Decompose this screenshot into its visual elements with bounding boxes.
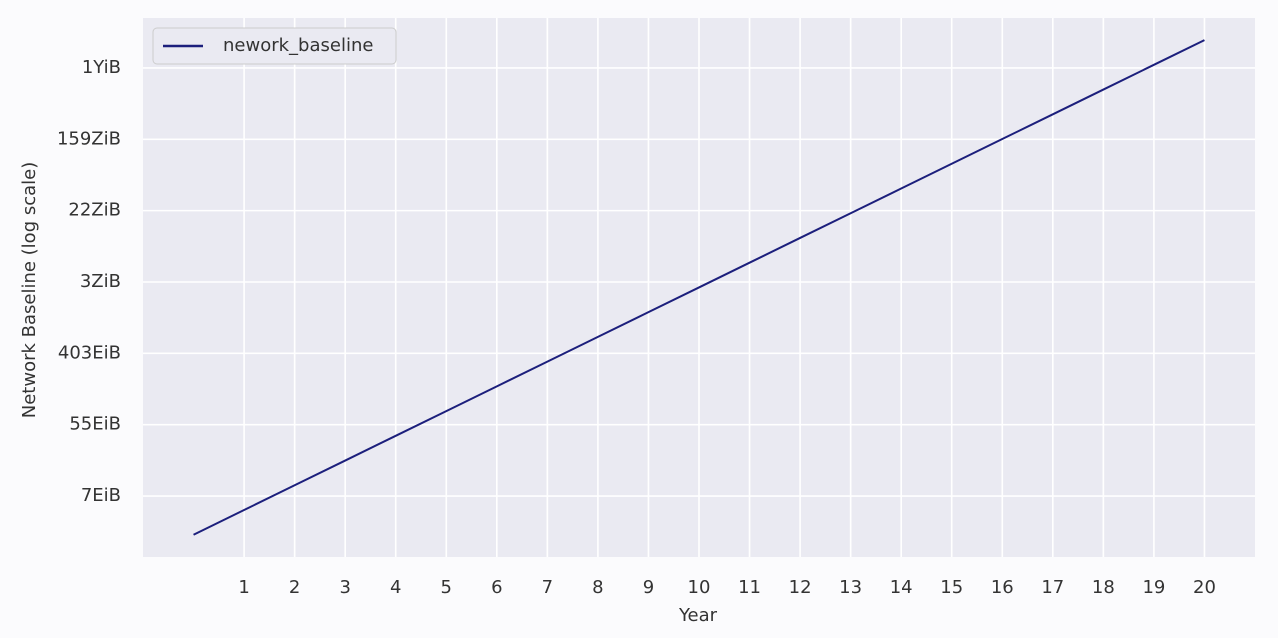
x-tick-label: 19 [1142, 577, 1165, 598]
x-tick-label: 14 [890, 577, 913, 598]
y-tick-label: 1YiB [82, 57, 121, 78]
y-axis-label: Network Baseline (log scale) [19, 162, 40, 419]
x-tick-label: 16 [991, 577, 1014, 598]
x-tick-label: 6 [491, 577, 502, 598]
x-tick-label: 11 [738, 577, 761, 598]
y-tick-label: 3ZiB [80, 271, 121, 292]
legend-label: nework_baseline [223, 35, 373, 56]
x-tick-label: 9 [643, 577, 654, 598]
x-tick-label: 8 [592, 577, 603, 598]
marks [193, 39, 1205, 536]
x-tick-label: 15 [940, 577, 963, 598]
x-tick-label: 18 [1092, 577, 1115, 598]
y-tick-label: 159ZiB [57, 128, 121, 149]
x-tick-label: 1 [238, 577, 249, 598]
y-tick-label: 55EiB [69, 414, 121, 435]
y-tick-label: 403EiB [58, 342, 121, 363]
x-tick-label: 2 [289, 577, 300, 598]
y-tick-label: 22ZiB [68, 200, 121, 221]
x-axis-label: Year [678, 605, 718, 626]
x-tick-label: 20 [1193, 577, 1216, 598]
legend-box [152, 27, 397, 65]
x-tick-label: 10 [688, 577, 711, 598]
y-tick-label: 7EiB [81, 485, 121, 506]
x-tick-label: 17 [1041, 577, 1064, 598]
x-tick-label: 12 [789, 577, 812, 598]
x-tick-label: 7 [542, 577, 553, 598]
x-tick-label: 4 [390, 577, 401, 598]
x-tick-label: 5 [441, 577, 452, 598]
x-tick-label: 13 [839, 577, 862, 598]
x-tick-label: 3 [339, 577, 350, 598]
line [193, 39, 1205, 536]
